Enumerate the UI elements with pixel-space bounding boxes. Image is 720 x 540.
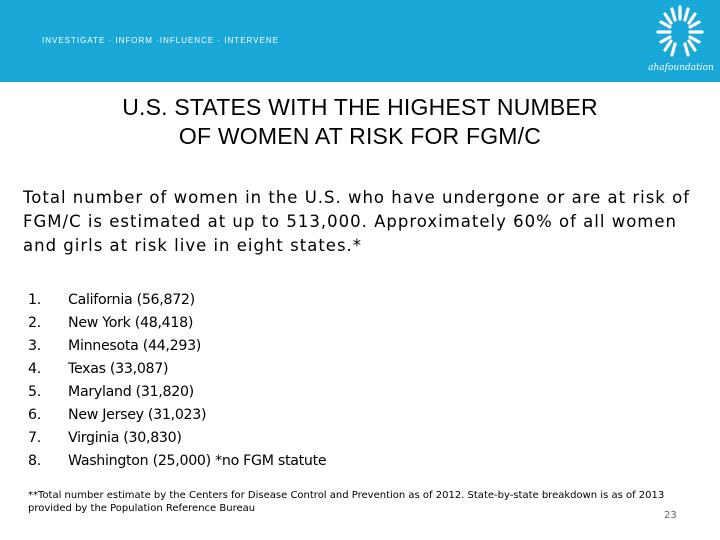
list-text: Texas (33,087) [68, 361, 169, 377]
list-text: New Jersey (31,023) [68, 407, 207, 423]
list-number: 8. [28, 453, 41, 469]
slide-title: U.S. STATES WITH THE HIGHEST NUMBER OF W… [30, 93, 690, 151]
list-number: 1. [28, 292, 41, 308]
list-item: 7. Virginia (30,830) [28, 427, 326, 450]
list-text: Virginia (30,830) [68, 430, 182, 446]
list-item: 5. Maryland (31,820) [28, 381, 326, 404]
tagline: INVESTIGATE · INFORM ·INFLUENCE · INTERV… [42, 36, 279, 45]
list-item: 6. New Jersey (31,023) [28, 404, 326, 427]
list-item: 3. Minnesota (44,293) [28, 335, 326, 358]
list-number: 5. [28, 384, 41, 400]
list-number: 7. [28, 430, 41, 446]
list-text: Maryland (31,820) [68, 384, 194, 400]
sunburst-logo-icon [656, 5, 704, 57]
title-line-2: OF WOMEN AT RISK FOR FGM/C [178, 123, 542, 149]
intro-paragraph: Total number of women in the U.S. who ha… [23, 188, 691, 255]
list-item: 4. Texas (33,087) [28, 358, 326, 381]
footnote: **Total number estimate by the Centers f… [28, 490, 665, 514]
list-text: California (56,872) [68, 292, 195, 308]
header-bar: INVESTIGATE · INFORM ·INFLUENCE · INTERV… [0, 0, 720, 82]
logo: ahafoundation [642, 4, 720, 80]
title-line-1: U.S. STATES WITH THE HIGHEST NUMBER [122, 94, 598, 120]
list-number: 6. [28, 407, 41, 423]
list-text: New York (48,418) [68, 315, 194, 331]
list-item: 2. New York (48,418) [28, 312, 326, 335]
list-item: 8. Washington (25,000) *no FGM statute [28, 450, 327, 473]
list-text: Washington (25,000) *no FGM statute [68, 453, 327, 469]
list-number: 3. [28, 338, 41, 354]
list-number: 2. [28, 315, 41, 331]
list-number: 4. [28, 361, 41, 377]
logo-text: ahafoundation [648, 63, 714, 73]
state-list: 1. California (56,872) 2. New York (48,418… [28, 289, 327, 473]
list-text: Minnesota (44,293) [68, 338, 202, 354]
page-number: 23 [664, 510, 677, 521]
list-item: 1. California (56,872) [28, 289, 326, 312]
